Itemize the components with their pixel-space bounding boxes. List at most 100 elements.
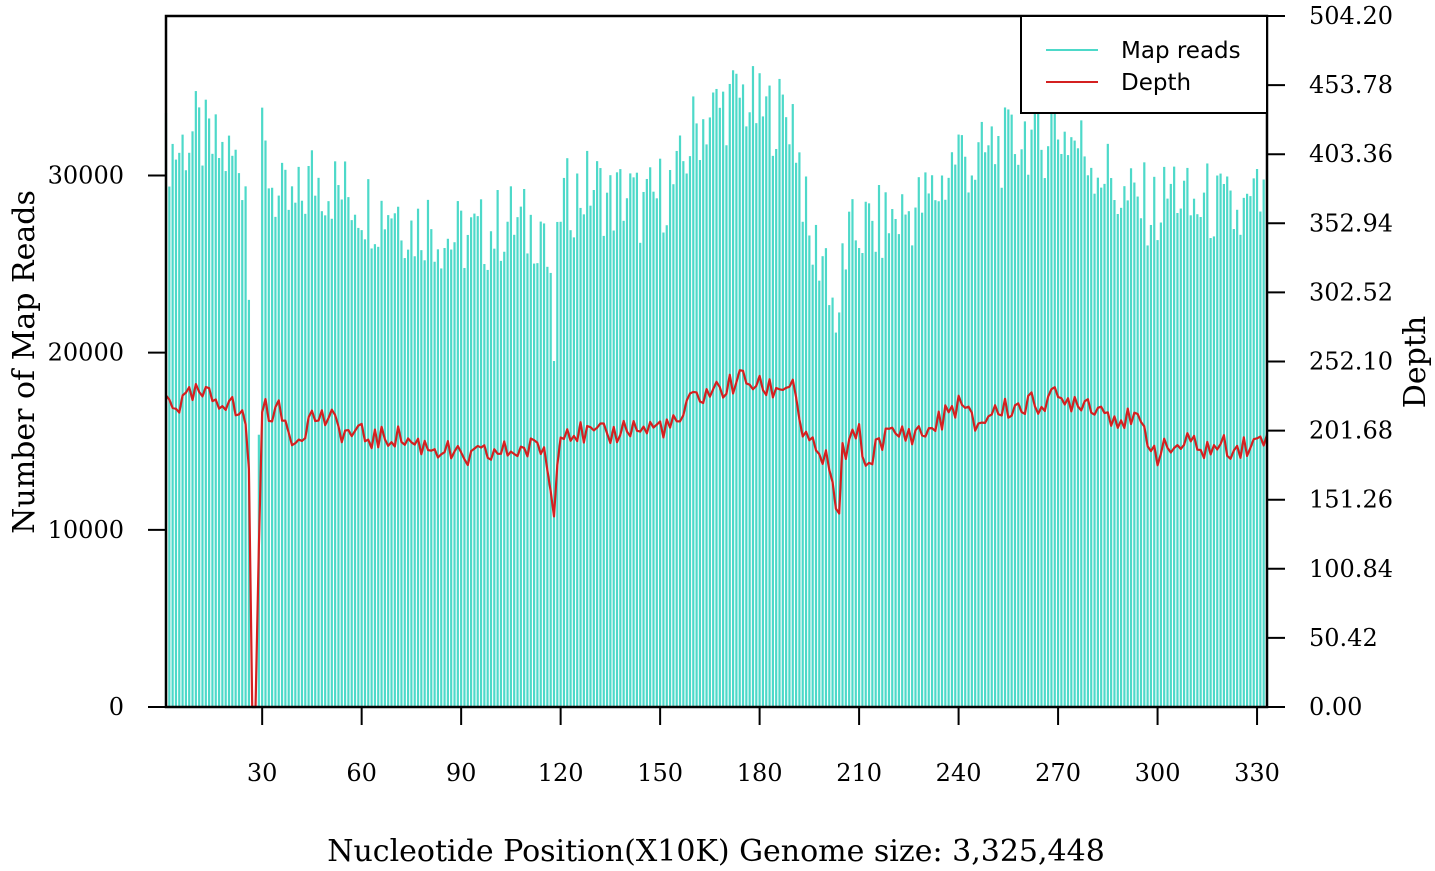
map-reads-bar: [360, 230, 363, 707]
map-reads-bar: [897, 234, 900, 707]
map-reads-bar: [655, 198, 658, 707]
y2-tick-label: 151.26: [1309, 486, 1393, 514]
map-reads-bar: [1206, 163, 1209, 707]
map-reads-bar: [858, 248, 861, 707]
map-reads-bar: [1003, 107, 1007, 707]
map-reads-bars: [164, 66, 1269, 708]
map-reads-bar: [1176, 213, 1179, 707]
map-reads-bar: [629, 173, 632, 707]
map-reads-bar: [483, 264, 486, 707]
map-reads-bar: [1149, 224, 1153, 707]
y-axis-right: 0.00 50.42 100.84 151.26 201.68 252.10 302.52 3…: [1267, 2, 1393, 721]
map-reads-bar: [569, 230, 572, 707]
map-reads-bar: [1202, 192, 1206, 708]
map-reads-bar: [440, 268, 443, 707]
map-reads-bar: [659, 158, 662, 707]
map-reads-bar: [891, 209, 894, 708]
map-reads-bar: [463, 267, 466, 707]
x-tick-label: 120: [538, 759, 584, 787]
map-reads-bar: [390, 218, 393, 708]
map-reads-bar: [685, 173, 688, 707]
map-reads-bar: [722, 91, 725, 707]
map-reads-bar: [1129, 168, 1133, 707]
y2-tick-label: 201.68: [1309, 417, 1393, 445]
map-reads-bar: [237, 173, 241, 708]
map-reads-bar: [735, 73, 738, 707]
map-reads-bar: [861, 253, 864, 707]
map-reads-bar: [639, 242, 642, 707]
map-reads-bar: [271, 187, 274, 707]
y-axis-title: Number of Map Reads: [7, 190, 42, 534]
map-reads-bar: [1163, 166, 1166, 707]
map-reads-bar: [529, 214, 532, 707]
map-reads-bar: [1103, 183, 1106, 707]
y-tick-label: 30000: [48, 161, 124, 189]
map-reads-bar: [993, 164, 997, 707]
map-reads-bar: [367, 179, 370, 707]
y2-tick-label: 0.00: [1309, 693, 1362, 721]
y2-tick-label: 352.94: [1309, 209, 1393, 237]
map-reads-bar: [1252, 178, 1255, 707]
map-reads-bar: [692, 96, 695, 708]
map-reads-bar: [572, 237, 575, 707]
map-reads-bar: [1119, 207, 1123, 707]
map-reads-bar: [940, 175, 944, 707]
map-reads-bar: [1199, 217, 1202, 707]
map-reads-bar: [1040, 149, 1043, 708]
map-reads-bar: [1139, 218, 1143, 707]
map-reads-bar: [1179, 208, 1182, 707]
map-reads-bar: [533, 263, 536, 707]
map-reads-bar: [738, 97, 741, 707]
map-reads-bar: [526, 253, 529, 707]
map-reads-bar: [320, 211, 323, 707]
map-reads-bar: [798, 152, 801, 708]
x-axis-title: Nucleotide Position(X10K) Genome size: 3…: [327, 834, 1105, 869]
map-reads-bar: [705, 144, 708, 707]
legend-box: [1020, 15, 1268, 114]
map-reads-bar: [370, 248, 373, 707]
map-reads-bar: [1146, 245, 1149, 707]
map-reads-bar: [403, 258, 406, 707]
map-reads-bar: [436, 249, 440, 707]
map-reads-bar: [307, 165, 310, 708]
map-reads-bar: [536, 263, 539, 707]
map-reads-bar: [1037, 109, 1040, 707]
map-reads-bar: [596, 161, 599, 707]
map-reads-bar: [433, 261, 436, 707]
map-reads-bar: [420, 250, 423, 707]
map-reads-bar: [274, 216, 277, 707]
map-reads-bar: [1100, 187, 1103, 708]
map-reads-bar: [967, 192, 970, 708]
map-reads-bar: [768, 85, 771, 708]
map-reads-bar: [334, 161, 337, 707]
map-reads-bar: [297, 166, 300, 707]
map-reads-bar: [1096, 177, 1099, 708]
map-reads-bar: [612, 230, 615, 707]
map-reads-bar: [828, 305, 831, 707]
map-reads-bar: [426, 199, 430, 707]
map-reads-bar: [489, 231, 493, 708]
map-reads-bar: [290, 186, 294, 707]
map-reads-bar: [1226, 176, 1229, 708]
x-tick-label: 90: [446, 759, 477, 787]
map-reads-bar: [416, 208, 420, 707]
map-reads-bar: [579, 207, 582, 707]
map-reads-bar: [214, 114, 217, 708]
map-reads-bar: [479, 199, 483, 707]
map-reads-bar: [718, 107, 721, 707]
map-reads-bar: [397, 206, 400, 708]
map-reads-bar: [1086, 175, 1090, 708]
map-reads-bar: [280, 162, 284, 708]
map-reads-bar: [1113, 200, 1116, 707]
map-reads-bar: [1017, 164, 1020, 707]
map-reads-bar: [244, 186, 247, 708]
map-reads-bar: [178, 152, 181, 708]
x-tick-label: 300: [1135, 759, 1181, 787]
map-reads-bar: [410, 220, 413, 708]
map-reads-bar: [340, 199, 343, 707]
map-reads-bar: [758, 73, 761, 707]
map-reads-bar: [267, 188, 270, 707]
depth-line-layer: [165, 369, 1269, 709]
map-reads-bar: [231, 155, 234, 707]
map-reads-bar: [406, 249, 410, 707]
